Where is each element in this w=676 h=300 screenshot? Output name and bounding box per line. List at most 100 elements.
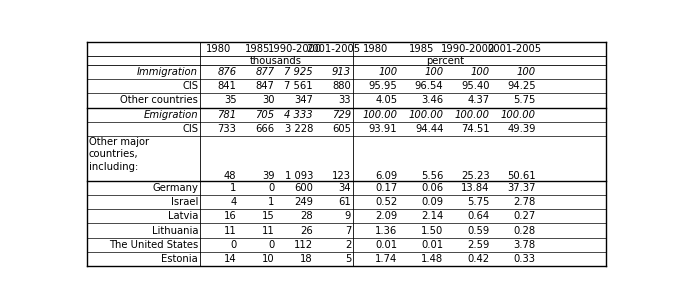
Text: 18: 18 [300,254,313,264]
Text: 2001-2005: 2001-2005 [487,44,541,54]
Text: 7 925: 7 925 [285,67,313,77]
Text: 0.27: 0.27 [513,212,535,221]
Text: 0.64: 0.64 [467,212,489,221]
Text: 729: 729 [332,110,351,120]
Text: 2.09: 2.09 [375,212,397,221]
Text: 49.39: 49.39 [507,124,535,134]
Text: 2: 2 [345,240,351,250]
Text: Latvia: Latvia [168,212,198,221]
Text: 0.06: 0.06 [421,183,443,193]
Text: 3.46: 3.46 [421,95,443,105]
Text: 13.84: 13.84 [461,183,489,193]
Text: 1990-2000: 1990-2000 [268,44,322,54]
Text: 100: 100 [470,67,489,77]
Text: 95.95: 95.95 [368,81,397,91]
Text: 1.74: 1.74 [375,254,397,264]
Text: 5.75: 5.75 [467,197,489,207]
Text: 5.56: 5.56 [421,171,443,181]
Text: 123: 123 [332,171,351,181]
Text: 15: 15 [262,212,274,221]
Text: 7: 7 [345,226,351,236]
Text: 4.37: 4.37 [467,95,489,105]
Text: 50.61: 50.61 [507,171,535,181]
Text: 100.00: 100.00 [408,110,443,120]
Text: 25.23: 25.23 [461,171,489,181]
Text: 30: 30 [262,95,274,105]
Text: 33: 33 [339,95,351,105]
Text: Other countries: Other countries [120,95,198,105]
Text: 10: 10 [262,254,274,264]
Text: 0: 0 [268,183,274,193]
Text: 28: 28 [300,212,313,221]
Text: 100.00: 100.00 [362,110,397,120]
Text: 0.33: 0.33 [514,254,535,264]
Text: 96.54: 96.54 [415,81,443,91]
Text: 7 561: 7 561 [285,81,313,91]
Text: CIS: CIS [183,81,198,91]
Text: 1 093: 1 093 [285,171,313,181]
Text: 61: 61 [339,197,351,207]
Text: 94.44: 94.44 [415,124,443,134]
Text: 847: 847 [256,81,274,91]
Text: 100: 100 [378,67,397,77]
Text: 3.78: 3.78 [514,240,535,250]
Text: 1.36: 1.36 [375,226,397,236]
Text: 16: 16 [224,212,237,221]
Text: 0.01: 0.01 [375,240,397,250]
Text: 34: 34 [339,183,351,193]
Text: Israel: Israel [171,197,198,207]
Text: 112: 112 [294,240,313,250]
Text: 0.59: 0.59 [467,226,489,236]
Text: 841: 841 [218,81,237,91]
Text: 26: 26 [300,226,313,236]
Text: 666: 666 [256,124,274,134]
Text: 4 333: 4 333 [285,110,313,120]
Text: 4: 4 [231,197,237,207]
Text: 37.37: 37.37 [507,183,535,193]
Text: 6.09: 6.09 [375,171,397,181]
Text: 0: 0 [231,240,237,250]
Text: 2.78: 2.78 [513,197,535,207]
Text: 2.14: 2.14 [421,212,443,221]
Text: 11: 11 [224,226,237,236]
Text: 94.25: 94.25 [507,81,535,91]
Text: 35: 35 [224,95,237,105]
Text: 1.50: 1.50 [421,226,443,236]
Text: 0.28: 0.28 [514,226,535,236]
Text: 39: 39 [262,171,274,181]
Text: 600: 600 [294,183,313,193]
Text: 1980: 1980 [363,44,389,54]
Text: The United States: The United States [109,240,198,250]
Text: 1.48: 1.48 [421,254,443,264]
Text: 1: 1 [268,197,274,207]
Text: 100.00: 100.00 [454,110,489,120]
Text: 100.00: 100.00 [500,110,535,120]
Text: 100: 100 [425,67,443,77]
Text: 913: 913 [332,67,351,77]
Text: 249: 249 [294,197,313,207]
Text: 1985: 1985 [245,44,270,54]
Text: Germany: Germany [152,183,198,193]
Text: 1990-2000: 1990-2000 [441,44,495,54]
Text: 0.52: 0.52 [375,197,397,207]
Text: 781: 781 [217,110,237,120]
Text: 5.75: 5.75 [513,95,535,105]
Text: Lithuania: Lithuania [151,226,198,236]
Text: CIS: CIS [183,124,198,134]
Text: 4.05: 4.05 [375,95,397,105]
Text: 93.91: 93.91 [368,124,397,134]
Text: 0.42: 0.42 [467,254,489,264]
Text: 95.40: 95.40 [461,81,489,91]
Text: Emigration: Emigration [143,110,198,120]
Text: 877: 877 [256,67,274,77]
Text: 1985: 1985 [409,44,435,54]
Text: 100: 100 [516,67,535,77]
Text: 2001-2005: 2001-2005 [306,44,361,54]
Text: 9: 9 [345,212,351,221]
Text: 74.51: 74.51 [461,124,489,134]
Text: 876: 876 [217,67,237,77]
Text: Immigration: Immigration [137,67,198,77]
Text: 5: 5 [345,254,351,264]
Text: Estonia: Estonia [162,254,198,264]
Text: 605: 605 [332,124,351,134]
